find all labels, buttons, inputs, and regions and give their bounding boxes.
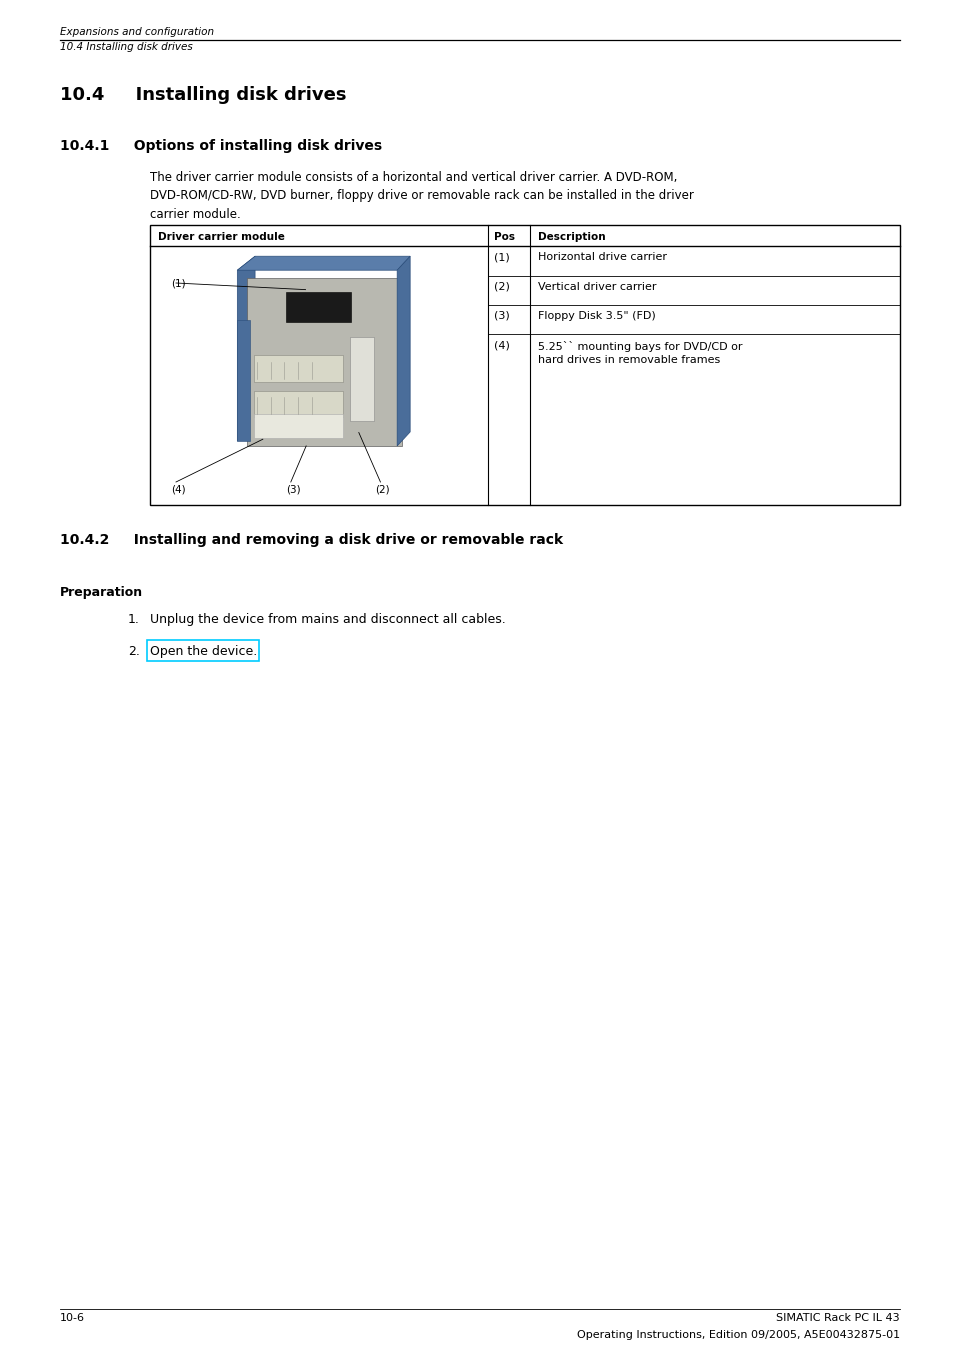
- Text: 5.25`` mounting bays for DVD/CD or
hard drives in removable frames: 5.25`` mounting bays for DVD/CD or hard …: [537, 340, 741, 365]
- Text: 10.4.2     Installing and removing a disk drive or removable rack: 10.4.2 Installing and removing a disk dr…: [60, 534, 562, 547]
- Text: Horizontal drive carrier: Horizontal drive carrier: [537, 253, 666, 262]
- Bar: [253, 413, 343, 438]
- Text: (2): (2): [375, 485, 390, 494]
- Text: (4): (4): [494, 340, 509, 350]
- Text: Open the device.: Open the device.: [150, 644, 257, 658]
- Text: (3): (3): [286, 485, 300, 494]
- Text: 2.: 2.: [128, 644, 140, 658]
- Text: Driver carrier module: Driver carrier module: [158, 232, 285, 242]
- Text: Pos: Pos: [494, 232, 515, 242]
- Text: 10.4.1     Options of installing disk drives: 10.4.1 Options of installing disk drives: [60, 139, 382, 153]
- Text: Vertical driver carrier: Vertical driver carrier: [537, 281, 656, 292]
- Text: 10-6: 10-6: [60, 1313, 85, 1323]
- Text: 10.4     Installing disk drives: 10.4 Installing disk drives: [60, 86, 346, 104]
- Text: 1.: 1.: [128, 613, 140, 626]
- Bar: [253, 355, 343, 382]
- Polygon shape: [237, 257, 410, 270]
- Text: SIMATIC Rack PC IL 43: SIMATIC Rack PC IL 43: [776, 1313, 899, 1323]
- Text: (1): (1): [171, 280, 186, 289]
- Polygon shape: [396, 257, 410, 446]
- Bar: [152, 249, 484, 503]
- Text: (1): (1): [494, 253, 509, 262]
- Bar: [237, 320, 250, 440]
- Polygon shape: [237, 257, 254, 440]
- Text: Preparation: Preparation: [60, 586, 143, 598]
- Text: Expansions and configuration: Expansions and configuration: [60, 27, 213, 36]
- Text: (3): (3): [494, 311, 509, 322]
- Text: Floppy Disk 3.5" (FD): Floppy Disk 3.5" (FD): [537, 311, 655, 322]
- Text: (4): (4): [171, 485, 186, 494]
- Text: The driver carrier module consists of a horizontal and vertical driver carrier. : The driver carrier module consists of a …: [150, 172, 693, 222]
- Bar: [150, 226, 899, 505]
- Text: Operating Instructions, Edition 09/2005, A5E00432875-01: Operating Instructions, Edition 09/2005,…: [577, 1329, 899, 1340]
- Text: 10.4 Installing disk drives: 10.4 Installing disk drives: [60, 42, 193, 51]
- Bar: [286, 292, 351, 322]
- Text: Description: Description: [537, 232, 605, 242]
- Bar: [247, 278, 402, 446]
- Text: (2): (2): [494, 281, 509, 292]
- Text: Unplug the device from mains and disconnect all cables.: Unplug the device from mains and disconn…: [150, 613, 505, 626]
- Bar: [349, 336, 374, 420]
- Bar: [253, 390, 343, 417]
